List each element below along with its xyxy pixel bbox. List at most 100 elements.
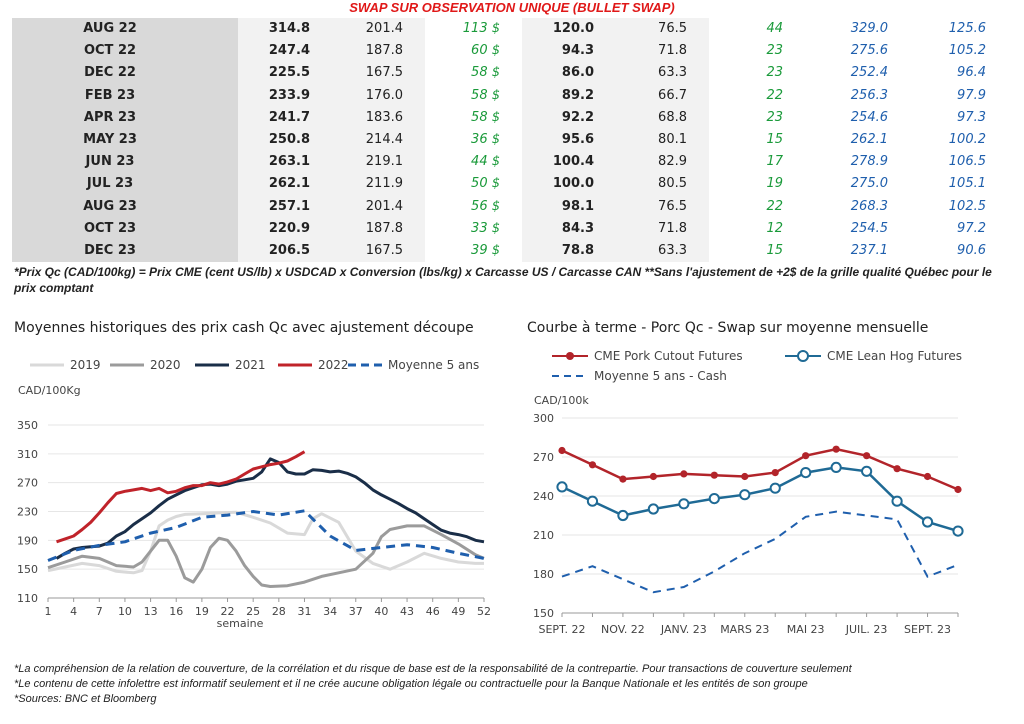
data-point <box>800 467 812 479</box>
chart2-title: Courbe à terme - Porc Qc - Swap sur moye… <box>527 320 929 336</box>
data-point <box>558 446 566 455</box>
table-cell: 262.1 <box>805 129 910 152</box>
table-cell: 84.3 <box>522 217 616 241</box>
y-axis-label: CAD/100k <box>534 394 589 407</box>
x-tick-label: JUIL. 23 <box>845 623 888 636</box>
x-tick-label: 4 <box>70 605 77 618</box>
x-tick-label: 16 <box>169 605 183 618</box>
table-cell: 23 <box>709 62 805 85</box>
table-row: JUL 23 262.1 211.9 50 $100.0 80.5 19 275.0 105.… <box>12 173 1008 196</box>
data-point <box>680 470 688 478</box>
table-cell: 76.5 <box>616 195 709 218</box>
data-point <box>923 472 932 481</box>
table-cell: 66.7 <box>616 84 709 107</box>
y-tick-label: 230 <box>17 506 38 519</box>
data-point <box>830 461 842 474</box>
x-tick-label: 13 <box>144 605 158 618</box>
series-line <box>47 510 484 575</box>
x-tick-label: 19 <box>195 605 209 618</box>
x-tick-label: SEPT. 22 <box>539 623 586 636</box>
table-cell: 76.5 <box>616 18 709 41</box>
legend-label: 2021 <box>235 358 266 372</box>
table-row: JUN 23 263.1 219.1 44 $100.4 82.9 17 278.9 106.… <box>12 151 1008 174</box>
table-cell: 275.0 <box>805 173 910 196</box>
x-tick-label: 25 <box>246 605 260 618</box>
table-cell: 102.5 <box>910 195 1008 218</box>
table-cell: 97.3 <box>910 106 1008 130</box>
table-cell: 39 $ <box>425 240 522 263</box>
y-tick-label: 350 <box>17 419 38 432</box>
y-tick-label: 180 <box>533 568 554 581</box>
table-row: DEC 23 206.5 167.5 39 $78.8 63.3 15 237.1 90.6 <box>12 240 1008 263</box>
table-cell: 97.2 <box>910 217 1008 241</box>
series-line <box>561 510 959 594</box>
table-title: SWAP SUR OBSERVATION UNIQUE (BULLET SWAP… <box>349 0 675 15</box>
table-cell: 262.1 <box>238 173 332 196</box>
table-cell: 105.2 <box>910 40 1008 63</box>
table-cell: 252.4 <box>805 62 910 85</box>
table-cell: 113 $ <box>425 18 522 41</box>
legend-marker <box>797 350 809 362</box>
swap-table: AUG 22 314.8 201.4 113 $120.0 76.5 44 329.0 125… <box>12 18 1008 263</box>
legend-label: Moyenne 5 ans - Cash <box>594 369 727 383</box>
table-cell: APR 23 <box>12 106 238 130</box>
y-axis-label: CAD/100Kg <box>18 384 81 397</box>
legend-marker <box>566 352 574 360</box>
data-point <box>710 471 718 479</box>
table-cell: 201.4 <box>332 195 425 218</box>
data-point <box>921 516 934 528</box>
table-cell: 89.2 <box>522 84 616 107</box>
data-point <box>952 525 964 537</box>
table-cell: 17 <box>709 151 805 174</box>
table-cell: 263.1 <box>238 151 332 174</box>
footnotes: *La compréhension de la relation de couv… <box>14 662 1014 707</box>
y-tick-label: 240 <box>533 490 554 503</box>
table-cell: 100.0 <box>522 173 616 196</box>
data-point <box>741 472 749 481</box>
table-cell: 90.6 <box>910 240 1008 263</box>
legend-label: 2019 <box>70 358 101 372</box>
table-cell: JUL 23 <box>12 173 238 196</box>
table-row: MAY 23 250.8 214.4 36 $95.6 80.1 15 262.1 100.2 <box>12 129 1008 152</box>
data-point <box>617 509 629 522</box>
x-tick-label: 22 <box>221 605 235 618</box>
series-line <box>56 450 306 544</box>
table-cell: 254.6 <box>805 106 910 130</box>
table-cell: 254.5 <box>805 217 910 241</box>
table-cell: JUN 23 <box>12 151 238 174</box>
footnote-1: *La compréhension de la relation de couv… <box>14 663 852 675</box>
data-point <box>863 452 871 460</box>
table-cell: 176.0 <box>332 84 425 107</box>
x-tick-label: 49 <box>451 605 465 618</box>
table-cell: 329.0 <box>805 18 910 41</box>
footnote-3: *Sources: BNC et Bloomberg <box>14 693 157 705</box>
table-row: DEC 22 225.5 167.5 58 $86.0 63.3 23 252.4 96.4 <box>12 62 1008 85</box>
x-tick-label: 40 <box>374 605 388 618</box>
table-cell: 19 <box>709 173 805 196</box>
table-cell: 250.8 <box>238 129 332 152</box>
table-cell: 219.1 <box>332 151 425 174</box>
table-cell: 167.5 <box>332 62 425 85</box>
table-cell: 206.5 <box>238 240 332 263</box>
data-point <box>708 493 720 505</box>
table-cell: 63.3 <box>616 62 709 85</box>
table-cell: 100.2 <box>910 129 1008 152</box>
data-point <box>802 452 810 460</box>
y-tick-label: 300 <box>533 412 554 425</box>
price-note: *Prix Qc (CAD/100kg) = Prix CME (cent US… <box>14 265 992 295</box>
table-cell: 80.5 <box>616 173 709 196</box>
table-cell: 241.7 <box>238 106 332 130</box>
table-cell: 167.5 <box>332 240 425 263</box>
table-cell: OCT 23 <box>12 217 238 241</box>
data-point <box>619 475 627 483</box>
series-line <box>47 509 485 562</box>
table-cell: 268.3 <box>805 195 910 218</box>
table-cell: 214.4 <box>332 129 425 152</box>
series-line <box>47 524 485 588</box>
table-cell: 80.1 <box>616 129 709 152</box>
series-line <box>55 457 485 560</box>
x-axis-label: semaine <box>217 617 264 630</box>
series-line <box>561 447 959 491</box>
x-tick-label: 7 <box>96 605 103 618</box>
table-cell: 100.4 <box>522 151 616 174</box>
